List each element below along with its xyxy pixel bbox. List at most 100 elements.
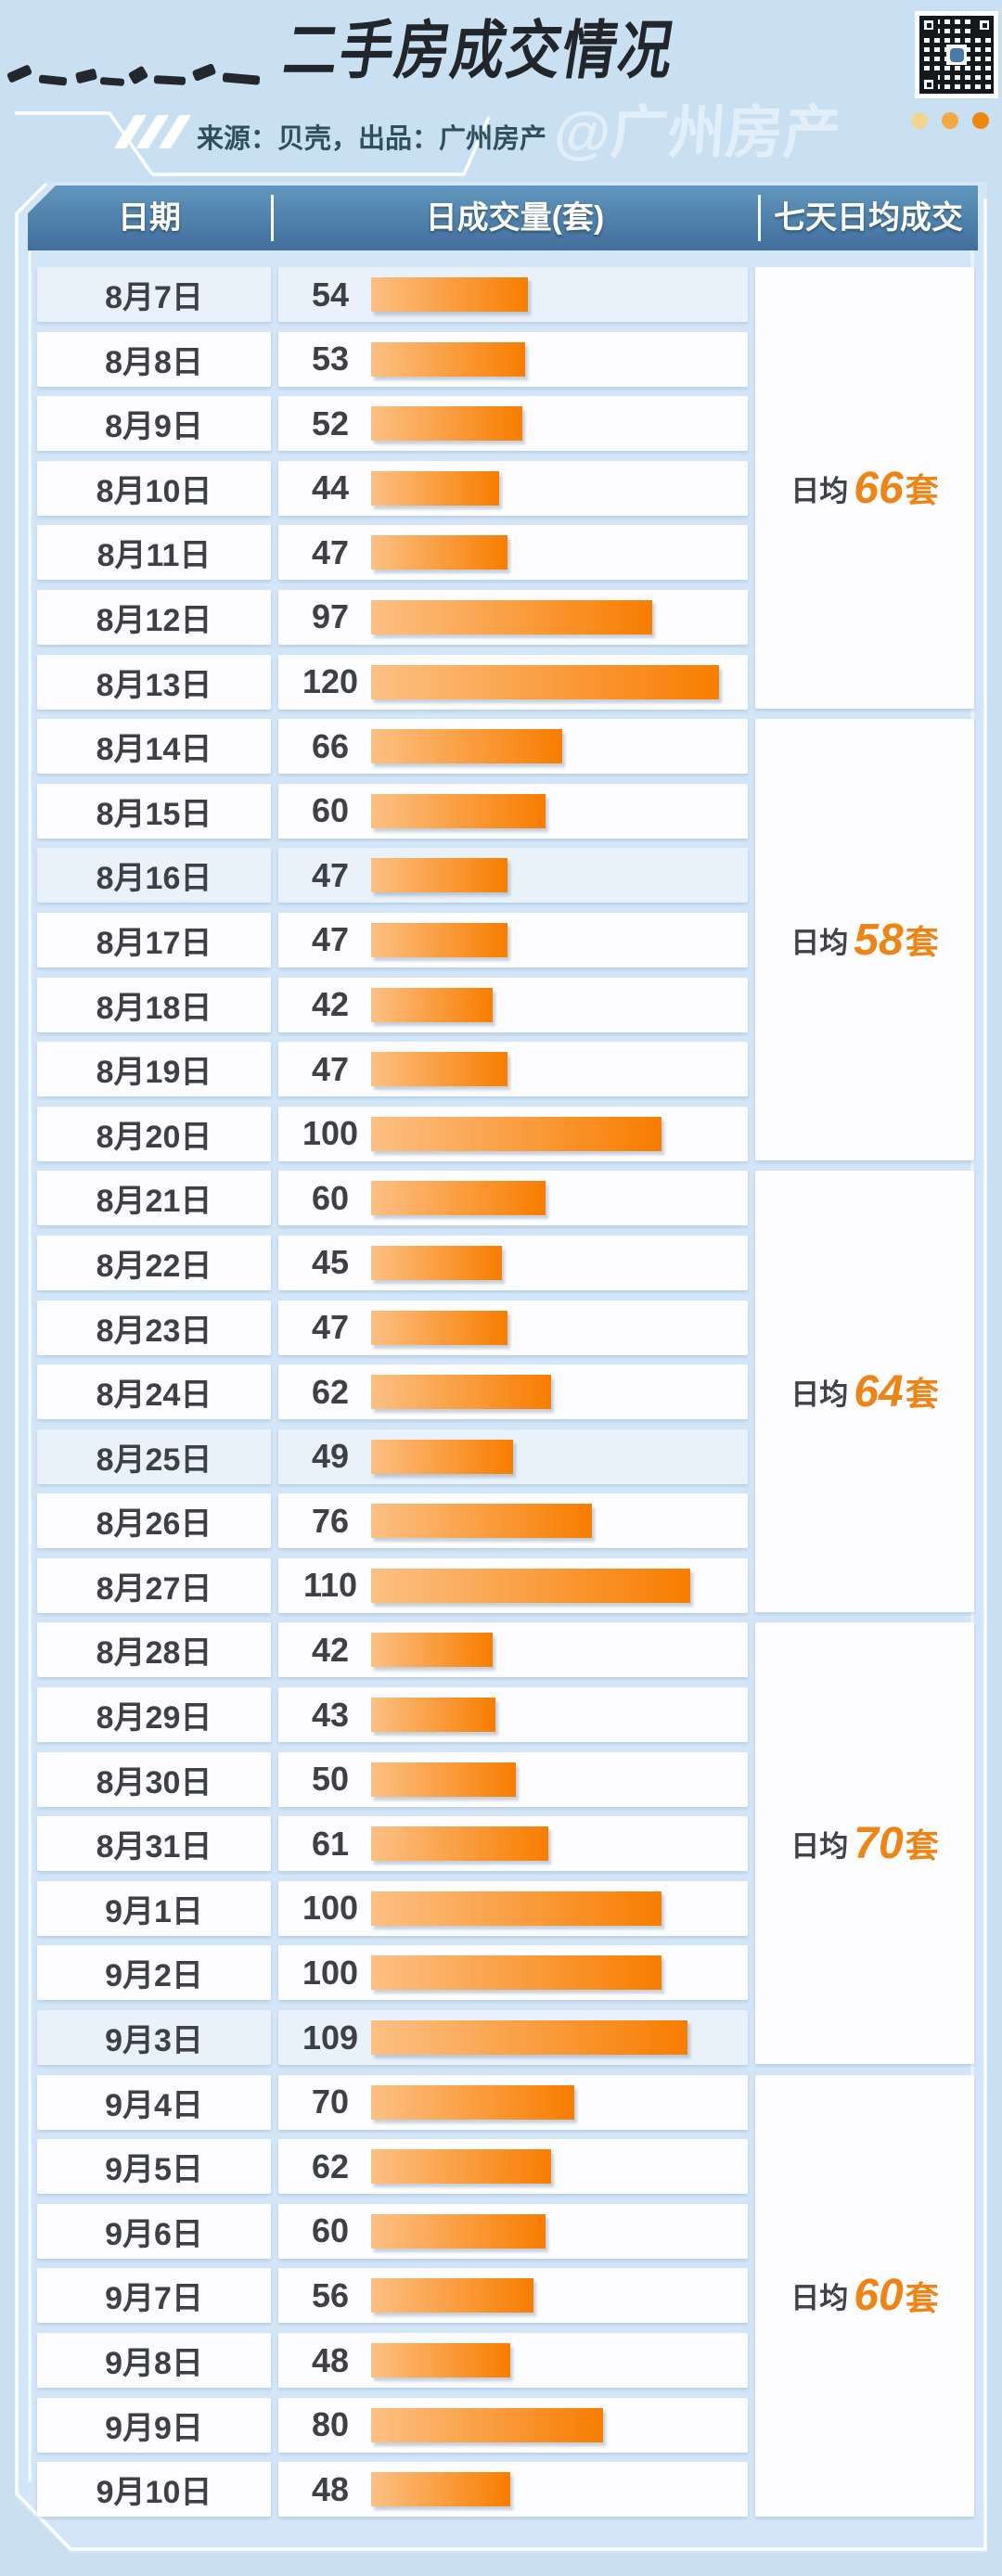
volume-value: 70: [311, 2083, 350, 2121]
volume-cell: 47: [278, 848, 748, 904]
volume-value: 62: [311, 2147, 350, 2185]
table-row: 8月8日 53: [37, 331, 748, 387]
volume-cell: 52: [278, 396, 748, 452]
page-title: 二手房成交情况: [278, 15, 680, 87]
table-row: 8月26日 76: [37, 1493, 748, 1549]
volume-bar: [371, 2343, 510, 2377]
qr-eye: [919, 16, 938, 34]
table-row: 8月20日 100: [37, 1106, 748, 1161]
volume-bar: [371, 277, 528, 312]
volume-bar: [371, 1698, 495, 1733]
stroke-fragment: [222, 72, 261, 85]
date-cell: 8月7日: [37, 267, 271, 322]
volume-bar: [371, 858, 507, 893]
table-row: 8月14日 66: [37, 719, 748, 775]
date-cell: 8月24日: [37, 1365, 271, 1420]
volume-value: 45: [311, 1243, 350, 1282]
volume-value: 60: [311, 791, 350, 830]
volume-cell: 120: [278, 654, 748, 710]
date-cell: 8月12日: [37, 589, 271, 645]
group-rows: 8月14日 66 8月15日 60 8月16日 47 8月17日 47 8月18…: [37, 719, 748, 1171]
date-cell: 9月8日: [37, 2333, 271, 2388]
stroke-fragment: [6, 64, 33, 83]
volume-value: 52: [311, 404, 350, 442]
date-cell: 9月5日: [37, 2139, 271, 2195]
volume-cell: 53: [278, 331, 748, 387]
volume-value: 47: [311, 1308, 350, 1346]
volume-bar: [371, 2084, 574, 2120]
decor-dot-icon: [942, 112, 958, 129]
table-row: 9月9日 80: [37, 2397, 748, 2453]
group-rows: 8月28日 42 8月29日 43 8月30日 50 8月31日 61 9月1日…: [37, 1622, 748, 2074]
volume-bar: [371, 1504, 592, 1539]
volume-value: 62: [311, 1372, 350, 1411]
volume-cell: 62: [278, 2139, 748, 2195]
decor-dot-icon: [972, 112, 989, 129]
volume-cell: 100: [278, 1945, 748, 2001]
group-rows: 8月21日 60 8月22日 45 8月23日 47 8月24日 62 8月25…: [37, 1171, 748, 1622]
date-cell: 8月19日: [37, 1042, 271, 1097]
table-row: 8月22日 45: [37, 1235, 748, 1290]
header-separator: [758, 195, 761, 241]
table-row: 8月30日 50: [37, 1751, 748, 1807]
volume-value: 76: [311, 1501, 350, 1540]
group-rows: 9月4日 70 9月5日 62 9月6日 60 9月7日 56 9月8日 48: [37, 2074, 748, 2527]
average-prefix-label: 日均: [790, 2282, 849, 2315]
volume-cell: 66: [278, 719, 748, 775]
volume-value: 61: [311, 1824, 350, 1863]
table-row: 8月12日 97: [37, 589, 748, 645]
volume-bar: [371, 1052, 507, 1087]
table-row: 8月16日 47: [37, 848, 748, 904]
source-subtitle: 来源：贝壳，出品：广州房产: [197, 124, 547, 154]
volume-bar: [371, 1826, 548, 1862]
volume-cell: 42: [278, 977, 748, 1032]
table-body: 8月7日 54 8月8日 53 8月9日 52 8月10日 44 8月11日 4…: [37, 267, 974, 2527]
volume-cell: 100: [278, 1880, 748, 1936]
volume-value: 60: [311, 1178, 350, 1217]
table-group: 8月28日 42 8月29日 43 8月30日 50 8月31日 61 9月1日…: [37, 1622, 974, 2074]
table-row: 9月4日 70: [37, 2074, 748, 2130]
volume-value: 49: [311, 1437, 350, 1476]
volume-cell: 97: [278, 589, 748, 645]
title-clipped-strokes: [6, 61, 272, 93]
table-group: 8月14日 66 8月15日 60 8月16日 47 8月17日 47 8月18…: [37, 719, 974, 1171]
volume-cell: 50: [278, 1751, 748, 1807]
qr-avatar: [946, 45, 967, 65]
date-cell: 8月27日: [37, 1557, 271, 1613]
volume-value: 47: [311, 532, 350, 571]
date-cell: 9月9日: [37, 2397, 271, 2453]
table-group: 8月21日 60 8月22日 45 8月23日 47 8月24日 62 8月25…: [37, 1171, 974, 1622]
volume-bar: [371, 1439, 513, 1474]
table-group: 8月7日 54 8月8日 53 8月9日 52 8月10日 44 8月11日 4…: [37, 267, 974, 719]
stroke-fragment: [99, 77, 125, 86]
volume-value: 100: [302, 1953, 359, 1992]
average-value: 70: [854, 1818, 904, 1868]
watermark-text: @广州房产: [552, 101, 843, 165]
table-row: 8月19日 47: [37, 1042, 748, 1097]
average-value: 58: [854, 915, 904, 965]
volume-value: 44: [311, 468, 350, 507]
decor-dot-icon: [911, 112, 928, 129]
table-header: 日期 日成交量(套) 七天日均成交: [28, 186, 978, 250]
volume-bar: [371, 1955, 662, 1991]
seven-day-average-cell: 日均 70 套: [755, 1622, 974, 2065]
volume-cell: 70: [278, 2074, 748, 2130]
date-cell: 8月26日: [37, 1493, 271, 1549]
date-cell: 9月3日: [37, 2010, 271, 2066]
volume-value: 53: [311, 340, 350, 378]
average-prefix-label: 日均: [790, 474, 849, 507]
table-row: 9月10日 48: [37, 2462, 748, 2518]
volume-bar: [371, 729, 562, 764]
table-row: 8月7日 54: [37, 267, 748, 322]
volume-cell: 54: [278, 267, 748, 322]
date-cell: 8月14日: [37, 719, 271, 775]
seven-day-average-cell: 日均 58 套: [755, 719, 974, 1161]
volume-value: 47: [311, 855, 350, 894]
volume-value: 109: [302, 2018, 359, 2057]
volume-bar: [371, 599, 652, 634]
volume-value: 47: [311, 1049, 350, 1088]
volume-bar: [371, 2472, 510, 2507]
table-row: 8月23日 47: [37, 1300, 748, 1355]
volume-value: 48: [311, 2340, 350, 2379]
